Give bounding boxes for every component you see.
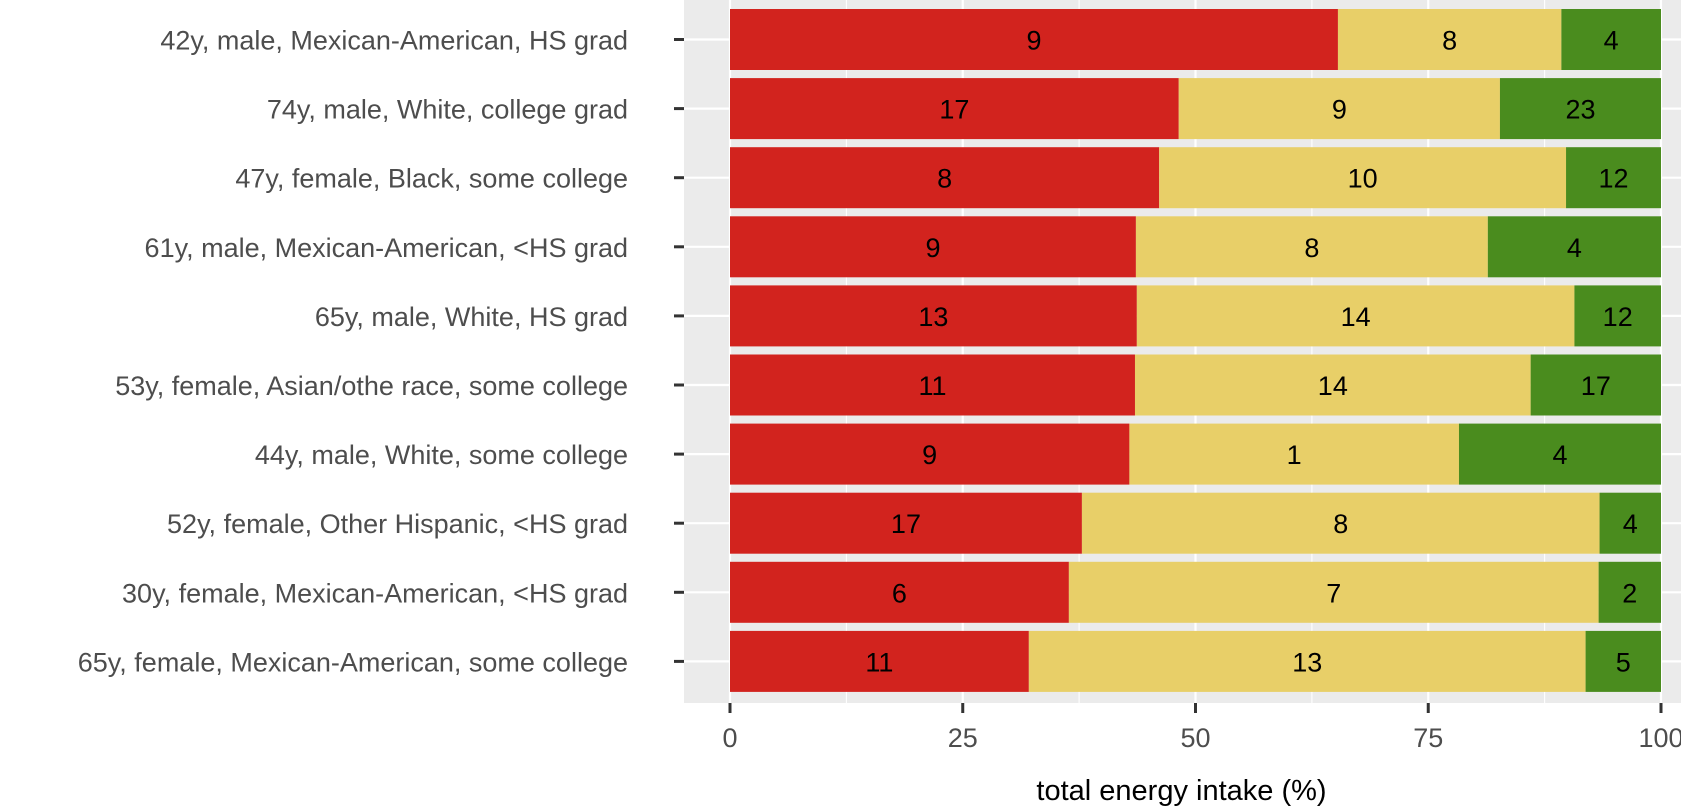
bar-data-label: 14 xyxy=(1341,302,1371,332)
bar-data-label: 14 xyxy=(1318,371,1348,401)
bar-data-label: 9 xyxy=(922,440,937,470)
bar-segment-yellow xyxy=(1028,630,1586,692)
bar-data-label: 8 xyxy=(937,164,952,194)
bar-data-label: 4 xyxy=(1567,233,1582,263)
x-axis-title: total energy intake (%) xyxy=(1036,775,1326,807)
x-tick-label: 100 xyxy=(1638,723,1681,753)
bar-data-label: 4 xyxy=(1623,509,1638,539)
bar-data-label: 12 xyxy=(1603,302,1633,332)
bar-segment-yellow xyxy=(1134,354,1531,416)
bar-segment-green xyxy=(1598,561,1661,623)
bar-data-label: 12 xyxy=(1598,164,1628,194)
bar-data-label: 2 xyxy=(1622,578,1637,608)
bar-data-label: 23 xyxy=(1565,95,1595,125)
category-label: 52y, female, Other Hispanic, <HS grad xyxy=(167,509,628,539)
bar-data-label: 4 xyxy=(1604,26,1619,56)
bar-segment-yellow xyxy=(1178,78,1500,140)
bar-data-label: 10 xyxy=(1348,164,1378,194)
bar-segment-yellow xyxy=(1337,9,1562,70)
bar-segment-green xyxy=(1566,147,1661,209)
category-label: 65y, female, Mexican-American, some coll… xyxy=(78,647,628,677)
bar-data-label: 7 xyxy=(1326,578,1341,608)
bar-data-label: 8 xyxy=(1442,26,1457,56)
category-label: 47y, female, Black, some college xyxy=(235,164,628,194)
bar-data-label: 4 xyxy=(1552,440,1567,470)
bar-segment-green xyxy=(1599,492,1661,554)
bar-data-label: 5 xyxy=(1616,647,1631,677)
bar-segment-yellow xyxy=(1068,561,1599,623)
bar-segment-yellow xyxy=(1136,285,1575,347)
bar-data-label: 9 xyxy=(925,233,940,263)
bar-data-label: 11 xyxy=(865,647,893,677)
bar-segment-red xyxy=(730,78,1179,140)
bar-segment-red xyxy=(730,492,1082,554)
bar-segment-red xyxy=(730,423,1130,485)
bar-segment-red xyxy=(730,630,1029,692)
bar-data-label: 1 xyxy=(1287,440,1302,470)
bar-data-label: 17 xyxy=(1581,371,1611,401)
bar-data-label: 8 xyxy=(1304,233,1319,263)
bar-segment-red xyxy=(730,147,1160,209)
bar-segment-green xyxy=(1487,216,1661,278)
bar-segment-green xyxy=(1458,423,1661,485)
bar-segment-red xyxy=(730,354,1135,416)
bar-data-label: 9 xyxy=(1026,26,1041,56)
x-tick-label: 0 xyxy=(722,723,737,753)
category-label: 61y, male, Mexican-American, <HS grad xyxy=(145,233,628,263)
bar-data-label: 8 xyxy=(1333,509,1348,539)
bar-data-label: 11 xyxy=(918,371,946,401)
bar-data-label: 9 xyxy=(1332,95,1347,125)
bar-data-label: 17 xyxy=(939,95,969,125)
bar-segment-yellow xyxy=(1159,147,1567,209)
category-label: 30y, female, Mexican-American, <HS grad xyxy=(122,578,628,608)
bar-segment-red xyxy=(730,9,1338,70)
x-tick-label: 50 xyxy=(1180,723,1210,753)
bar-segment-yellow xyxy=(1129,423,1459,485)
bar-segment-red xyxy=(730,561,1069,623)
category-label: 44y, male, White, some college xyxy=(255,440,628,470)
bar-segment-green xyxy=(1499,78,1661,140)
category-label: 65y, male, White, HS grad xyxy=(315,302,628,332)
category-labels: 42y, male, Mexican-American, HS grad 74y,… xyxy=(78,26,684,677)
bar-data-label: 13 xyxy=(1292,647,1322,677)
bar-data-label: 17 xyxy=(891,509,921,539)
x-tick-label: 25 xyxy=(948,723,978,753)
bar-segment-red xyxy=(730,285,1137,347)
bar-segment-red xyxy=(730,216,1136,278)
bar-segment-green xyxy=(1574,285,1661,347)
bar-segment-green xyxy=(1585,630,1661,692)
bar-data-label: 13 xyxy=(918,302,948,332)
bar-segment-green xyxy=(1530,354,1661,416)
x-tick-label: 75 xyxy=(1413,723,1443,753)
bar-segment-yellow xyxy=(1081,492,1600,554)
bar-data-label: 6 xyxy=(892,578,907,608)
category-label: 74y, male, White, college grad xyxy=(267,95,628,125)
bar-segment-yellow xyxy=(1135,216,1488,278)
bar-segment-green xyxy=(1561,9,1661,70)
category-label: 53y, female, Asian/othe race, some colle… xyxy=(115,371,628,401)
category-label: 42y, male, Mexican-American, HS grad xyxy=(160,26,628,56)
x-axis: 0 25 50 75 100 xyxy=(722,703,1681,753)
